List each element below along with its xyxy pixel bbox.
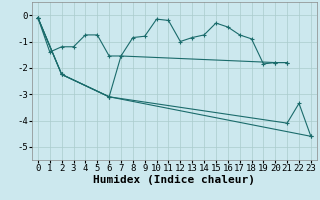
X-axis label: Humidex (Indice chaleur): Humidex (Indice chaleur)	[93, 175, 255, 185]
